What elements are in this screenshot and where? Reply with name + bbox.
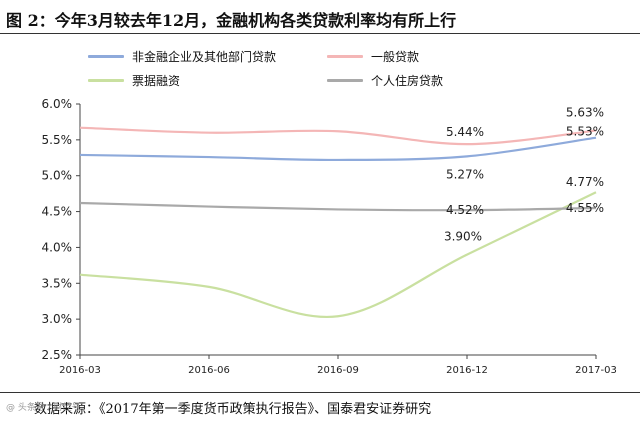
legend-item-general-loans: 一般贷款: [327, 48, 419, 65]
legend-swatch: [327, 79, 363, 82]
y-tick-label: 4.5%: [42, 205, 73, 219]
x-tick-label: 2016-09: [317, 365, 359, 376]
y-tick-label: 5.0%: [42, 169, 73, 183]
data-label: 4.77%: [566, 175, 604, 189]
x-tick-label: 2016-03: [59, 365, 101, 376]
series-line-mortgage-loans: [79, 201, 597, 212]
data-label: 3.90%: [444, 230, 482, 244]
y-tick-label: 5.5%: [42, 133, 73, 147]
line-chart: 2.5% 3.0% 3.5% 4.0% 4.5% 5.0% 5.5% 6.0% 2016-03 2…: [42, 97, 617, 376]
data-label: 5.63%: [566, 106, 604, 120]
x-tick-label: 2017-03: [575, 365, 617, 376]
y-tick-label: 3.0%: [42, 312, 73, 326]
data-label: 5.53%: [566, 125, 604, 139]
y-tick-label: 4.0%: [42, 240, 73, 254]
y-tick-label: 3.5%: [42, 276, 73, 290]
chart-area: 2.5% 3.0% 3.5% 4.0% 4.5% 5.0% 5.5% 6.0% 2016-03 2…: [42, 97, 617, 376]
figure-header: 图 2：今年3月较去年12月，金融机构各类贷款利率均有所上行: [0, 0, 640, 34]
x-tick-label: 2016-12: [446, 365, 488, 376]
series-line-general-loans: [79, 126, 597, 146]
legend-label: 个人住房贷款: [371, 74, 444, 88]
series-line-bill-financing: [79, 191, 597, 319]
legend-swatch: [327, 55, 363, 58]
legend-item-bill-financing: 票据融资: [88, 72, 180, 89]
data-label: 5.44%: [446, 125, 484, 139]
chart-title: 图 2：今年3月较去年12月，金融机构各类贷款利率均有所上行: [6, 11, 457, 30]
legend-swatch: [88, 79, 124, 82]
data-label: 4.52%: [446, 203, 484, 217]
y-tick-label: 2.5%: [42, 348, 73, 362]
x-tick-label: 2016-06: [188, 365, 230, 376]
legend-item-mortgage-loans: 个人住房贷款: [327, 72, 443, 89]
legend-swatch: [88, 55, 124, 58]
source-note: 数据来源：《2017年第一季度货币政策执行报告》、国泰君安证券研究: [0, 392, 640, 423]
legend-label: 票据融资: [132, 74, 181, 88]
legend-label: 非金融企业及其他部门贷款: [132, 50, 277, 64]
legend-label: 一般贷款: [371, 50, 420, 64]
data-label: 5.27%: [446, 167, 484, 181]
data-label: 4.55%: [566, 201, 604, 215]
watermark: @ 头条号 / 财经号: [6, 403, 81, 413]
chart-legend: 非金融企业及其他部门贷款 一般贷款 票据融资 个人住房贷款: [0, 0, 640, 110]
y-tick-label: 6.0%: [42, 97, 73, 111]
legend-item-corporate-loans: 非金融企业及其他部门贷款: [88, 48, 276, 65]
